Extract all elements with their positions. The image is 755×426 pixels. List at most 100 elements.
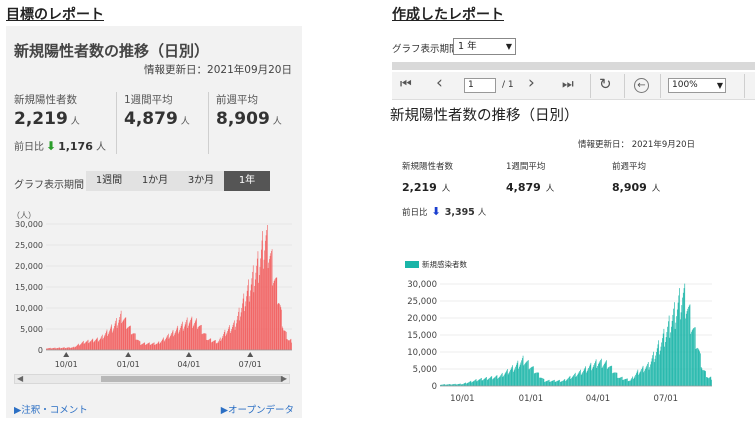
bar	[447, 384, 449, 386]
bar	[500, 375, 502, 386]
divider	[208, 92, 209, 154]
bar	[545, 381, 546, 386]
notes-link[interactable]: ▶注釈・コメント	[14, 405, 88, 416]
bar	[496, 375, 498, 386]
bar	[64, 348, 66, 350]
bar	[696, 348, 698, 386]
bar	[442, 384, 443, 386]
bar	[136, 339, 137, 350]
bar	[657, 344, 659, 386]
bar	[454, 383, 455, 386]
bar	[578, 372, 580, 386]
bar	[609, 366, 611, 386]
back-icon[interactable]: ←	[634, 78, 649, 93]
bar	[653, 362, 655, 386]
scroll-left-icon[interactable]: ◀	[17, 374, 24, 383]
bar	[157, 343, 158, 350]
period-1year-button[interactable]: 1年	[224, 171, 270, 191]
bar	[627, 381, 629, 386]
last-page-icon[interactable]: ⏭	[562, 77, 574, 92]
period-1month-button[interactable]: 1か月	[132, 171, 178, 191]
stat-prev-week-average: 前週平均 8,909 人	[216, 92, 282, 129]
period-select[interactable]: 1 年 ▼	[453, 38, 516, 55]
bar	[586, 371, 588, 386]
bar	[99, 339, 100, 350]
bar	[581, 373, 583, 386]
bar	[107, 335, 108, 350]
bar	[618, 377, 619, 386]
bar	[648, 369, 650, 386]
chart-scrollbar[interactable]: ◀ ▶	[14, 374, 290, 384]
bar	[229, 332, 231, 350]
page-number-input[interactable]: 1	[464, 78, 496, 93]
bar	[95, 339, 97, 350]
refresh-icon[interactable]: ↻	[599, 75, 612, 93]
bar	[219, 339, 220, 350]
bar	[48, 348, 49, 350]
bar	[633, 377, 635, 386]
bar	[545, 381, 547, 386]
bar	[170, 334, 172, 350]
bar	[601, 367, 603, 386]
bar	[196, 329, 198, 350]
bar	[594, 363, 595, 386]
bar	[535, 372, 537, 386]
bar	[119, 316, 121, 350]
bar	[172, 331, 173, 350]
bar	[448, 384, 449, 386]
day-over-day: 前日比 ⬇ 3,395 人	[402, 205, 486, 218]
bar	[277, 304, 278, 350]
bar	[466, 383, 467, 386]
bar	[77, 345, 78, 350]
bar	[605, 361, 607, 386]
bar	[287, 339, 288, 350]
bar	[562, 380, 564, 386]
bar	[105, 331, 107, 350]
scroll-right-icon[interactable]: ▶	[280, 374, 287, 383]
bar	[147, 343, 148, 350]
period-3month-button[interactable]: 3か月	[178, 171, 224, 191]
stat-week-average: 1週間平均 4,879 人	[124, 92, 190, 129]
bar	[66, 347, 68, 350]
right-bar-chart: 0 5,000 10,000 15,000 20,000 25,000 30,000 10/0…	[407, 280, 712, 404]
bar	[530, 367, 531, 386]
bar	[266, 230, 267, 350]
x-tick-label: 07/01	[239, 360, 262, 369]
stat-unit: 人	[545, 184, 555, 194]
bar	[69, 348, 71, 350]
bar	[565, 381, 566, 386]
bar	[54, 347, 56, 350]
bar	[290, 338, 292, 350]
bar	[639, 372, 641, 386]
bar	[245, 301, 247, 350]
bar	[566, 379, 568, 386]
prev-page-icon[interactable]: ‹	[436, 73, 443, 93]
target-report-title: 目標のレポート	[6, 7, 104, 23]
y-tick-label: 0	[432, 382, 437, 392]
stat-unit: 人	[180, 117, 190, 127]
opendata-link[interactable]: ▶オープンデータ	[220, 405, 294, 416]
bar	[473, 380, 475, 386]
next-page-icon[interactable]: ›	[528, 73, 535, 93]
bar	[513, 371, 514, 386]
scroll-thumb[interactable]	[101, 376, 283, 382]
bar	[510, 368, 512, 386]
zoom-select[interactable]: 100% ▼	[668, 78, 726, 93]
bar	[558, 380, 560, 386]
bar	[258, 282, 259, 350]
bar	[561, 381, 563, 386]
bar	[170, 336, 171, 350]
first-page-icon[interactable]: ⏮	[400, 77, 412, 92]
period-1week-button[interactable]: 1週間	[86, 171, 132, 191]
bar	[233, 322, 234, 350]
bar	[134, 333, 136, 350]
bar	[122, 321, 123, 350]
bar	[157, 342, 159, 350]
bar	[118, 319, 120, 350]
bar	[165, 339, 166, 350]
bar	[141, 344, 142, 350]
bar	[113, 328, 115, 350]
bar	[121, 323, 123, 350]
bar	[591, 370, 592, 386]
bar	[481, 380, 483, 386]
